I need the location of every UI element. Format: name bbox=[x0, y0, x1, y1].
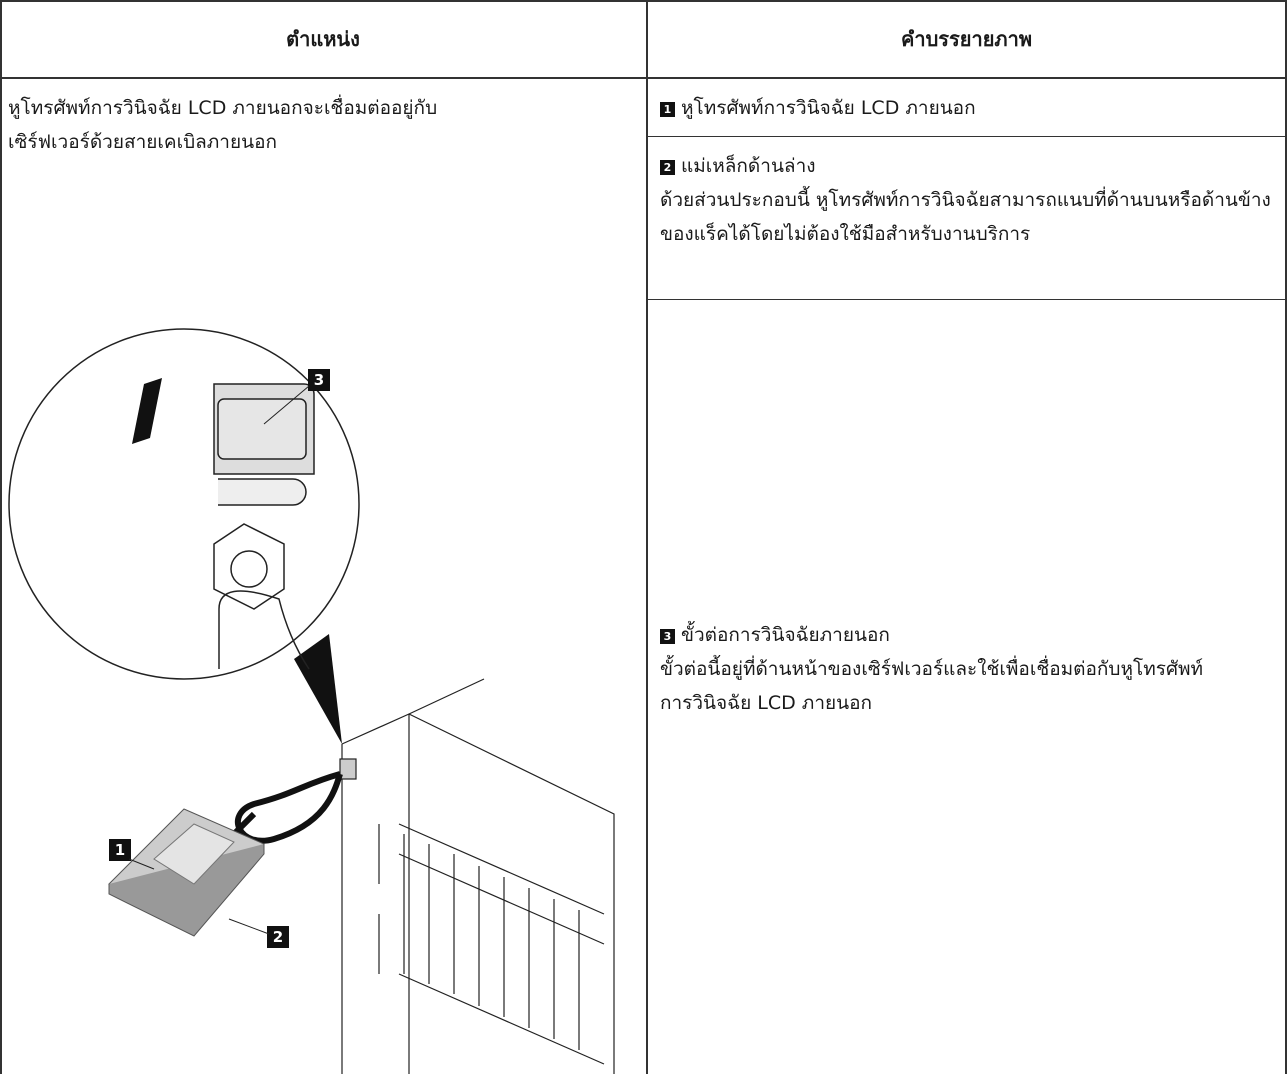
header-divider bbox=[0, 77, 1287, 79]
border-left bbox=[0, 0, 2, 1074]
callout-badge: 2 bbox=[660, 160, 675, 175]
location-text: หูโทรศัพท์การวินิจฉัย LCD ภายนอกจะเชื่อม… bbox=[8, 97, 438, 153]
callout: 1 bbox=[109, 839, 131, 861]
callout: 3 bbox=[308, 369, 330, 391]
callout-label: 2 bbox=[273, 928, 283, 946]
row-divider bbox=[646, 299, 1287, 300]
caption-row: 3 ขั้วต่อการวินิจฉัยภายนอก ขั้วต่อนี้อยู่… bbox=[660, 618, 1220, 720]
callout: 2 bbox=[267, 926, 289, 948]
border-right bbox=[1285, 0, 1287, 1074]
header-cell: ตำแหน่ง bbox=[286, 27, 360, 51]
caption-description: ขั้วต่อนี้อยู่ที่ด้านหน้าของเซิร์ฟเวอร์แ… bbox=[660, 658, 1204, 714]
callout-label: 3 bbox=[314, 371, 324, 389]
caption-title: ขั้วต่อการวินิจฉัยภายนอก bbox=[681, 624, 890, 646]
row-divider bbox=[646, 136, 1287, 137]
caption-title: หูโทรศัพท์การวินิจฉัย LCD ภายนอก bbox=[681, 97, 976, 119]
border-top bbox=[0, 0, 1287, 2]
caption-description: ด้วยส่วนประกอบนี้ หูโทรศัพท์การวินิจฉัยส… bbox=[660, 189, 1271, 245]
illustration: 1 2 3 bbox=[8, 328, 615, 1074]
header-cell: คำบรรยายภาพ bbox=[900, 27, 1033, 51]
callout-label: 1 bbox=[115, 841, 125, 859]
caption-row: 1 หูโทรศัพท์การวินิจฉัย LCD ภายนอก bbox=[660, 91, 1280, 125]
callout-badge: 1 bbox=[660, 102, 675, 117]
column-divider bbox=[646, 0, 648, 1074]
caption-title: แม่เหล็กด้านล่าง bbox=[681, 155, 816, 177]
caption-row: 2 แม่เหล็กด้านล่าง ด้วยส่วนประกอบนี้ หูโท… bbox=[660, 149, 1282, 251]
callout-badge: 3 bbox=[660, 629, 675, 644]
